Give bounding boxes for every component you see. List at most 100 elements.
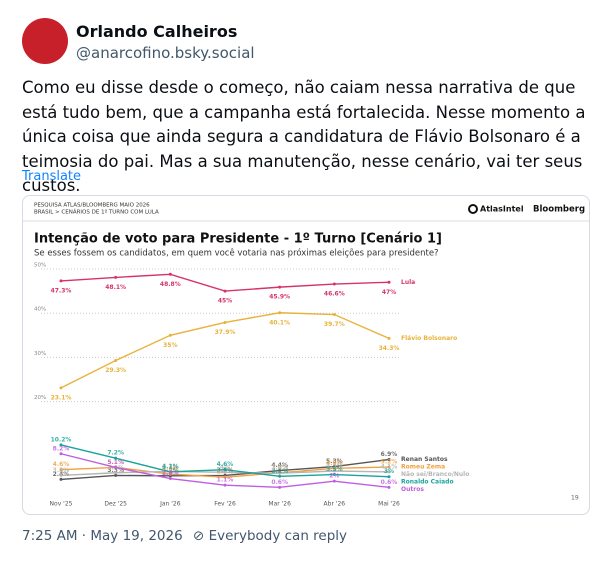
data-point xyxy=(387,458,391,462)
value-label: 4.6% xyxy=(217,461,234,468)
value-label: 3% xyxy=(384,468,394,475)
value-label: 5.1% xyxy=(107,459,124,466)
reply-setting[interactable]: Everybody can reply xyxy=(208,528,348,544)
x-tick-label: Abr '26 xyxy=(324,501,346,508)
data-point xyxy=(278,474,282,478)
data-point xyxy=(332,313,336,317)
data-point xyxy=(278,285,282,289)
data-point xyxy=(387,280,391,284)
value-label: 45% xyxy=(218,298,232,305)
post-footer: 7:25 AM · May 19, 2026 ⊘ Everybody can r… xyxy=(22,528,347,544)
kicker: PESQUISA ATLAS/BLOOMBERG MAIO 2026 xyxy=(34,203,150,209)
data-point xyxy=(332,282,336,286)
avatar[interactable] xyxy=(22,18,68,64)
timestamp[interactable]: 7:25 AM · May 19, 2026 xyxy=(22,528,183,544)
value-label: 4.1% xyxy=(381,463,398,470)
value-label: 3.1% xyxy=(271,468,288,475)
page-number: 19 xyxy=(571,495,579,502)
series-label: Não sei/Branco/Nulo xyxy=(401,471,469,478)
data-point xyxy=(387,465,391,469)
data-point xyxy=(387,336,391,340)
chart-title: Intenção de voto para Presidente - 1º Tu… xyxy=(34,232,442,247)
value-label: 47.3% xyxy=(51,287,72,294)
data-point xyxy=(223,483,227,487)
value-label: 5.2% xyxy=(381,459,398,466)
value-label: 3.9% xyxy=(271,464,288,471)
data-point xyxy=(114,456,118,460)
data-point xyxy=(332,469,336,473)
series-label: Ronaldo Caiado xyxy=(401,479,454,486)
series-label: Flávio Bolsonaro xyxy=(401,335,457,342)
data-point xyxy=(223,475,227,479)
value-label: 8.2% xyxy=(53,445,70,452)
data-point xyxy=(168,477,172,481)
reply-icon: ⊘ xyxy=(192,528,205,544)
data-point xyxy=(168,472,172,476)
data-point xyxy=(387,485,391,489)
data-point xyxy=(278,311,282,315)
value-label: 3.3% xyxy=(107,467,124,474)
value-label: 29.3% xyxy=(105,367,126,374)
data-point xyxy=(332,473,336,477)
value-label: 34.3% xyxy=(379,345,400,352)
data-point xyxy=(168,333,172,337)
value-label: 6.9% xyxy=(381,451,398,458)
data-point xyxy=(168,470,172,474)
data-point xyxy=(223,468,227,472)
value-label: 3.6% xyxy=(162,466,179,473)
value-label: 4% xyxy=(220,464,230,471)
value-label: 10.2% xyxy=(51,436,72,443)
x-tick-label: Jan '26 xyxy=(159,501,181,508)
series-label: Romeu Zema xyxy=(401,464,445,471)
data-point xyxy=(278,469,282,473)
value-label: 4.1% xyxy=(162,463,179,470)
value-label: 3.8% xyxy=(271,465,288,472)
series-label: Outros xyxy=(401,486,424,493)
value-label: 37.9% xyxy=(215,329,236,336)
value-label: 0.6% xyxy=(271,479,288,486)
author-name[interactable]: Orlando Calheiros xyxy=(76,22,238,41)
x-tick-label: Mai '26 xyxy=(378,501,400,508)
value-label: 35% xyxy=(163,342,177,349)
data-point xyxy=(59,443,63,447)
value-label: 23.1% xyxy=(51,394,72,401)
data-point xyxy=(387,470,391,474)
data-point xyxy=(59,468,63,472)
brand: AtlasIntel xyxy=(480,205,524,214)
data-point xyxy=(114,471,118,475)
value-label: 40.1% xyxy=(269,319,290,326)
value-label: 4.6% xyxy=(53,461,70,468)
data-point xyxy=(223,470,227,474)
value-label: 2.6% xyxy=(162,470,179,477)
author-handle[interactable]: @anarcofino.bsky.social xyxy=(76,44,255,62)
translate-link[interactable]: Translate xyxy=(22,169,82,184)
data-point xyxy=(278,485,282,489)
image-card[interactable]: PESQUISA ATLAS/BLOOMBERG MAIO 2026 BRASI… xyxy=(22,195,590,515)
value-label: 3.5% xyxy=(326,466,343,473)
value-label: 39.7% xyxy=(324,321,345,328)
value-label: 5.1% xyxy=(107,459,124,466)
value-label: 48.8% xyxy=(160,281,181,288)
y-tick-label: 40% xyxy=(34,307,46,313)
x-tick-label: Mar '26 xyxy=(268,501,291,508)
data-point xyxy=(59,473,63,477)
data-point xyxy=(114,473,118,477)
x-tick-label: Fev '26 xyxy=(214,501,236,508)
value-label: 0.6% xyxy=(381,479,398,486)
data-point xyxy=(114,465,118,469)
data-point xyxy=(278,471,282,475)
y-tick-label: 30% xyxy=(34,351,46,357)
data-point xyxy=(332,479,336,483)
x-tick-label: Nov '25 xyxy=(50,501,73,508)
brand: Bloomberg xyxy=(533,205,585,215)
value-label: 4.3% xyxy=(326,462,343,469)
value-label: 4.4% xyxy=(271,462,288,469)
data-point xyxy=(59,477,63,481)
value-label: 45.9% xyxy=(269,294,290,301)
x-tick-label: Dez '25 xyxy=(104,501,127,508)
brand-logo xyxy=(468,204,478,214)
chart: PESQUISA ATLAS/BLOOMBERG MAIO 2026 BRASI… xyxy=(23,203,589,508)
data-point xyxy=(59,279,63,283)
value-label: 4.2% xyxy=(162,463,179,470)
value-label: 7.2% xyxy=(107,450,124,457)
